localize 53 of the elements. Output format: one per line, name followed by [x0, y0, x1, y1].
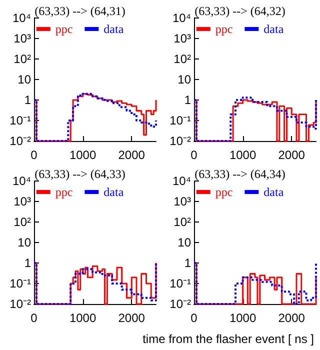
x-tick-label: 0 — [190, 148, 198, 162]
y-tick-label: 10⁴ — [12, 11, 31, 25]
y-tick-label: 10 — [18, 236, 32, 250]
y-tick-label: 10 — [178, 236, 192, 250]
y-tick-label: 10³ — [174, 32, 192, 46]
x-tick-label: 2000 — [118, 148, 146, 162]
y-tick-label: 10⁻¹ — [170, 276, 192, 290]
y-tick-label: 10⁻¹ — [10, 114, 32, 128]
y-tick-label: 10² — [14, 52, 32, 66]
y-tick-label: 10⁻¹ — [10, 276, 32, 290]
chart-title: (63,33) --> (64,31) — [34, 4, 126, 18]
y-tick-label: 1 — [184, 256, 192, 270]
x-tick-label: 0 — [190, 311, 198, 325]
y-tick-label: 10⁻² — [10, 297, 32, 311]
x-tick-label: 1000 — [229, 311, 256, 325]
chart-title: (63,33) --> (64,32) — [194, 4, 286, 18]
y-tick-label: 10³ — [14, 194, 32, 208]
chart-title: (63,33) --> (64,33) — [34, 167, 126, 181]
y-tick-label: 10⁴ — [172, 174, 191, 188]
legend-label: data — [264, 185, 284, 199]
x-tick-label: 2000 — [278, 311, 306, 325]
y-tick-label: 10⁻² — [170, 134, 192, 148]
legend-label: ppc — [215, 185, 233, 199]
legend-label: data — [104, 22, 124, 36]
y-tick-label: 1 — [24, 93, 32, 107]
x-axis-title: time from the flasher event [ ns ] — [142, 332, 314, 346]
legend-label: data — [104, 185, 124, 199]
x-tick-label: 2000 — [118, 311, 146, 325]
y-tick-label: 10⁴ — [12, 174, 31, 188]
y-tick-label: 10² — [14, 215, 32, 229]
x-tick-label: 1000 — [69, 311, 96, 325]
y-tick-label: 10 — [178, 72, 192, 86]
legend-label: ppc — [55, 22, 73, 36]
y-tick-label: 10⁻¹ — [170, 114, 192, 128]
y-tick-label: 10⁻² — [170, 297, 192, 311]
legend-label: ppc — [215, 22, 233, 36]
chart-title: (63,33) --> (64,34) — [194, 167, 286, 181]
y-tick-label: 10² — [174, 52, 192, 66]
y-tick-label: 1 — [24, 256, 32, 270]
y-tick-label: 1 — [184, 93, 192, 107]
y-tick-label: 10⁻² — [10, 134, 32, 148]
y-tick-label: 10² — [174, 215, 192, 229]
x-tick-label: 0 — [30, 311, 38, 325]
y-tick-label: 10⁴ — [172, 11, 191, 25]
legend-label: data — [264, 22, 284, 36]
legend-label: ppc — [55, 185, 73, 199]
y-tick-label: 10 — [18, 72, 32, 86]
x-tick-label: 2000 — [278, 148, 306, 162]
y-tick-label: 10³ — [14, 32, 32, 46]
x-tick-label: 1000 — [229, 148, 256, 162]
x-tick-label: 1000 — [69, 148, 96, 162]
x-tick-label: 0 — [30, 148, 38, 162]
y-tick-label: 10³ — [174, 194, 192, 208]
